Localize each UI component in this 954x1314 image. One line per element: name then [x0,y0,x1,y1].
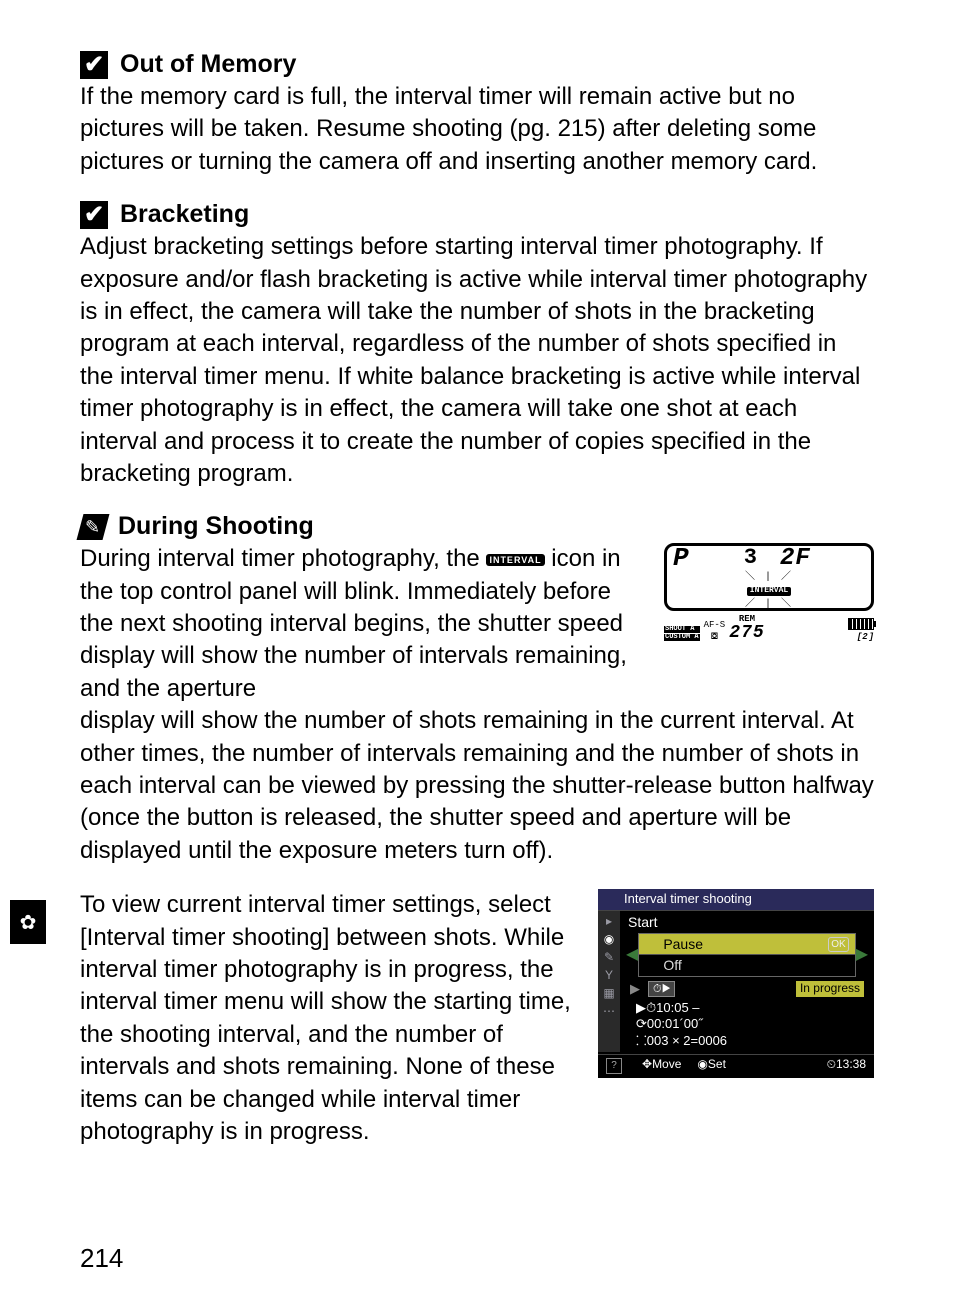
lcd-bank-custom: CUSTOM A [664,634,700,641]
lcd-remaining-count: 275 [729,624,764,642]
body-out-of-memory: If the memory card is full, the interval… [80,81,874,178]
menu-footer-set: ◉Set [697,1057,726,1074]
battery-icon [848,618,874,630]
menu-option-pause: Pause OK [639,934,854,955]
menu-icon-camera: ◉ [604,933,614,945]
heading-during-shooting: During Shooting [118,512,314,541]
help-icon: ? [606,1058,622,1074]
side-tab: ✿ [10,900,46,944]
text-fragment: During interval timer photography, the [80,545,486,572]
menu-icon-recent: ⋯ [603,1005,615,1017]
lcd-card-icon: ⧇ [711,630,719,642]
menu-interval: ⟳00:01´00˝ [626,1016,868,1033]
lcd-interval-shots: [2] [857,632,874,642]
menu-icon-play: ▸ [606,915,612,927]
camera-icon: ✿ [20,910,37,935]
page-number: 214 [80,1243,123,1274]
interval-badge-icon: INTERVAL [486,554,544,567]
lcd-shutter: 3 [744,548,758,568]
body-during-shooting-2: To view current interval timer settings,… [80,889,572,1148]
lcd-aperture: 2F [780,548,811,570]
lcd-panel-figure: P 3 2F ＼ | ／ INTERVAL ／ | ＼ SHOOT [664,543,874,642]
menu-option-off: Off [639,955,854,975]
lcd-interval-label: INTERVAL [747,587,791,595]
menu-start-time: ▶⏱10:05 – [626,1000,868,1017]
body-during-shooting-1b: display will show the number of shots re… [80,705,874,867]
clock-now-icon: ⏱▶ [648,981,675,997]
note-checkbox-icon: ✔ [80,51,108,79]
note-checkbox-icon: ✔ [80,201,108,229]
lcd-scale-ticks: ＼ | ／ [745,572,793,583]
body-bracketing: Adjust bracketing settings before starti… [80,231,874,490]
menu-status: In progress [796,981,864,997]
menu-icon-pencil: ✎ [604,951,614,963]
lcd-mode: P [673,548,690,569]
lcd-scale-ticks: ／ | ＼ [745,599,793,610]
heading-bracketing: Bracketing [120,200,249,229]
menu-left-icons: ▸ ◉ ✎ Y ▦ ⋯ [598,911,620,1052]
body-during-shooting-1a: During interval timer photography, the I… [80,543,638,705]
lcd-bank-shoot: SHOOT A [664,626,700,633]
menu-footer-time: ⏲13:38 [827,1057,866,1074]
arrow-right-icon: ▶ [856,947,868,963]
pencil-note-icon: ✎ [77,514,110,540]
menu-start-label: Start [626,913,868,931]
ok-icon: OK [828,937,848,952]
menu-screenshot-figure: Interval timer shooting ▸ ◉ ✎ Y ▦ ⋯ Star… [598,889,874,1078]
menu-shots: ⸬003 × 2=0006 [626,1033,868,1050]
menu-icon-setup: Y [605,969,613,981]
menu-icon-retouch: ▦ [603,987,614,999]
arrow-left-icon: ◀ [626,947,638,963]
menu-footer-move: ✥Move [642,1057,681,1074]
menu-footer-help: ? [606,1057,626,1074]
heading-out-of-memory: Out of Memory [120,50,296,79]
lcd-bank-labels: SHOOT A CUSTOM A [664,626,700,642]
menu-title: Interval timer shooting [598,889,874,911]
play-small-icon: ▶ [630,981,640,998]
